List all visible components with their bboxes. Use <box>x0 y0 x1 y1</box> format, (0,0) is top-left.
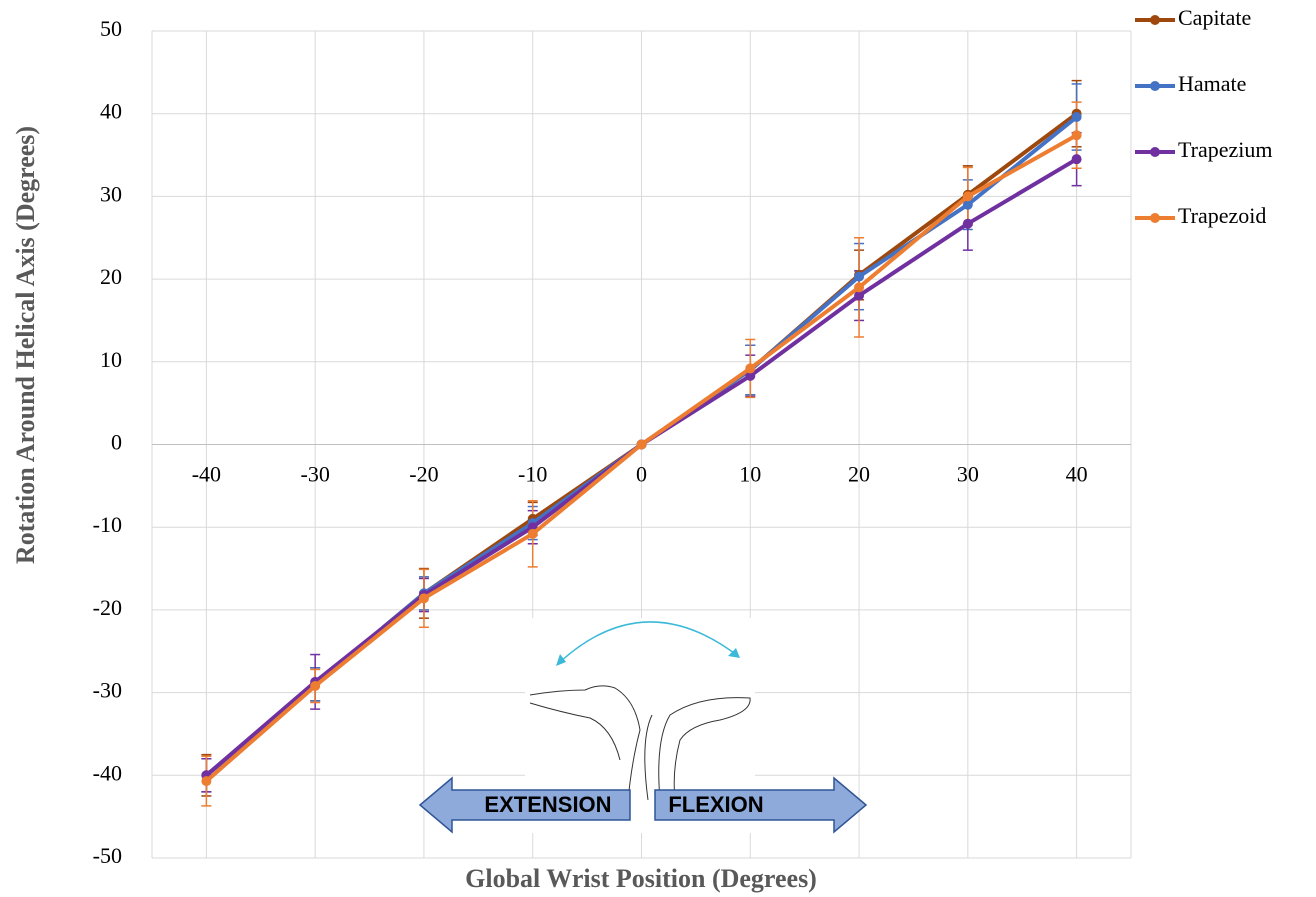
data-point <box>637 440 647 450</box>
y-tick-label: 0 <box>111 430 122 455</box>
data-point <box>528 529 538 539</box>
wrist-illustration: EXTENSION FLEXION <box>420 618 866 833</box>
x-tick-label: 10 <box>739 462 761 487</box>
y-tick-label: -30 <box>93 678 122 703</box>
extension-label: EXTENSION <box>484 792 611 817</box>
flexion-label: FLEXION <box>668 792 763 817</box>
data-point <box>854 272 864 282</box>
y-tick-label: 20 <box>100 264 122 289</box>
legend-marker <box>1150 15 1160 25</box>
data-point <box>963 219 973 229</box>
y-tick-label: 10 <box>100 347 122 372</box>
y-tick-label: -10 <box>93 512 122 537</box>
data-point <box>310 681 320 691</box>
data-point <box>1072 130 1082 140</box>
y-tick-label: 50 <box>100 16 122 41</box>
data-point <box>419 593 429 603</box>
y-axis-title: Rotation Around Helical Axis (Degrees) <box>11 126 40 564</box>
x-tick-label: -40 <box>192 462 221 487</box>
data-point <box>854 282 864 292</box>
y-tick-label: 30 <box>100 181 122 206</box>
x-tick-label: 40 <box>1066 462 1088 487</box>
x-tick-label: -10 <box>518 462 547 487</box>
chart: -50 -40 -30 -20 -10 0 10 20 30 40 50 -40 -30 -20 -10 0 1… <box>0 0 1316 897</box>
legend: Capitate Hamate Trapezium Trapezoid <box>1135 5 1273 228</box>
y-tick-label: 40 <box>100 99 122 124</box>
x-tick-label: -20 <box>409 462 438 487</box>
y-tick-label: -50 <box>93 843 122 868</box>
legend-label: Trapezium <box>1178 137 1273 162</box>
legend-label: Hamate <box>1178 71 1246 96</box>
data-point <box>1072 154 1082 164</box>
data-point <box>745 363 755 373</box>
x-axis-title: Global Wrist Position (Degrees) <box>465 864 817 893</box>
legend-marker <box>1150 81 1160 91</box>
legend-marker <box>1150 147 1160 157</box>
data-point <box>201 776 211 786</box>
x-tick-label: 30 <box>957 462 979 487</box>
legend-marker <box>1150 213 1160 223</box>
y-tick-label: -40 <box>93 760 122 785</box>
x-tick-label: -30 <box>301 462 330 487</box>
data-point <box>963 191 973 201</box>
x-tick-label: 0 <box>636 462 647 487</box>
legend-label: Capitate <box>1178 5 1251 30</box>
legend-label: Trapezoid <box>1178 203 1266 228</box>
y-tick-label: -20 <box>93 595 122 620</box>
x-tick-label: 20 <box>848 462 870 487</box>
data-point <box>1072 112 1082 122</box>
